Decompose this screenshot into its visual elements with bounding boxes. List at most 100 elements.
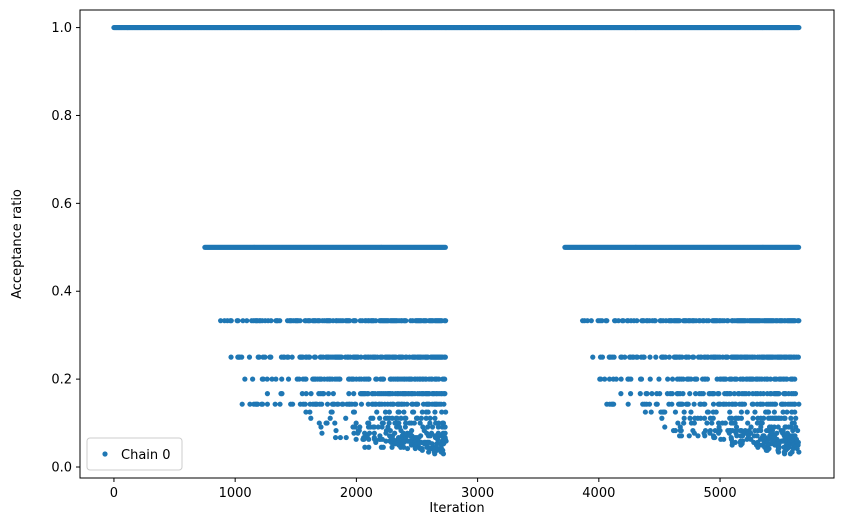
- data-point: [620, 318, 626, 324]
- data-point: [440, 451, 447, 457]
- y-tick-label: 0.0: [51, 461, 72, 476]
- data-point: [380, 420, 386, 426]
- data-point: [659, 415, 665, 421]
- data-point: [387, 427, 393, 434]
- y-axis-label: Acceptance ratio: [10, 189, 25, 299]
- y-tick-label: 0.6: [51, 197, 72, 212]
- data-point: [657, 391, 663, 397]
- data-point: [352, 318, 359, 324]
- data-point: [382, 409, 389, 415]
- data-point: [335, 401, 341, 407]
- data-point: [716, 420, 722, 426]
- data-point: [404, 401, 410, 407]
- legend-box: [86, 437, 183, 471]
- data-point: [615, 318, 622, 324]
- data-point: [695, 433, 701, 439]
- data-point: [307, 409, 313, 415]
- data-point: [727, 409, 733, 415]
- data-point: [775, 424, 781, 430]
- data-point: [611, 354, 617, 360]
- data-point: [598, 376, 604, 382]
- data-point: [698, 415, 704, 421]
- data-point: [727, 391, 734, 397]
- data-point: [371, 430, 377, 436]
- data-point: [366, 436, 372, 442]
- data-point: [780, 409, 786, 415]
- data-point: [706, 318, 712, 324]
- data-point: [681, 415, 687, 421]
- plot-frame: [79, 9, 835, 479]
- data-point: [269, 376, 275, 382]
- data-point: [687, 415, 693, 421]
- data-point: [228, 318, 234, 324]
- data-point: [760, 401, 766, 407]
- data-point: [398, 415, 404, 421]
- data-point: [429, 424, 436, 430]
- data-point: [722, 420, 728, 426]
- data-point: [362, 444, 368, 450]
- data-point: [788, 415, 794, 421]
- data-point: [688, 409, 694, 415]
- data-point: [755, 444, 761, 450]
- data-point: [353, 436, 359, 442]
- data-point: [681, 409, 687, 415]
- data-point: [704, 420, 710, 426]
- data-point: [414, 415, 421, 421]
- data-point: [649, 391, 655, 397]
- data-point: [435, 420, 442, 426]
- data-point: [347, 318, 353, 324]
- data-point: [686, 433, 692, 439]
- data-point: [744, 409, 750, 415]
- data-point: [427, 420, 433, 426]
- data-point: [389, 444, 395, 450]
- data-point: [329, 409, 335, 415]
- data-point: [443, 318, 449, 324]
- data-point: [796, 24, 802, 31]
- data-point: [377, 415, 383, 421]
- data-point: [427, 433, 433, 439]
- data-point: [439, 409, 445, 415]
- data-point: [443, 409, 449, 415]
- data-point: [738, 409, 744, 415]
- data-point: [666, 354, 672, 360]
- data-point: [425, 424, 431, 430]
- data-point: [652, 318, 658, 324]
- data-point: [289, 354, 295, 360]
- data-point: [764, 447, 770, 453]
- data-point: [644, 391, 650, 397]
- data-point: [375, 424, 381, 430]
- y-tick-label: 0.8: [51, 109, 72, 124]
- data-point: [796, 449, 802, 455]
- data-point: [435, 424, 441, 430]
- data-point: [791, 420, 797, 426]
- data-point: [365, 391, 371, 397]
- data-point: [442, 391, 448, 397]
- data-point: [724, 354, 731, 360]
- data-point: [312, 354, 319, 360]
- data-point: [318, 424, 324, 430]
- data-point: [681, 420, 687, 426]
- data-point: [343, 434, 349, 441]
- data-point: [761, 415, 767, 421]
- data-point: [726, 430, 732, 436]
- data-point: [647, 376, 653, 382]
- data-point: [306, 354, 313, 360]
- data-point: [432, 451, 438, 457]
- data-point: [790, 427, 796, 434]
- data-point: [366, 444, 372, 450]
- data-point: [339, 354, 345, 360]
- data-point: [723, 376, 729, 382]
- data-point: [782, 415, 788, 421]
- data-point: [321, 391, 327, 397]
- data-point: [678, 427, 684, 434]
- data-point: [285, 376, 292, 382]
- y-tick-label: 1.0: [51, 21, 72, 36]
- data-point: [442, 244, 448, 250]
- data-point: [351, 391, 357, 397]
- data-point: [361, 436, 367, 442]
- data-point: [374, 376, 380, 382]
- y-tick-label: 0.4: [51, 285, 72, 300]
- data-point: [442, 354, 448, 360]
- data-point: [672, 409, 679, 415]
- data-point: [754, 433, 760, 439]
